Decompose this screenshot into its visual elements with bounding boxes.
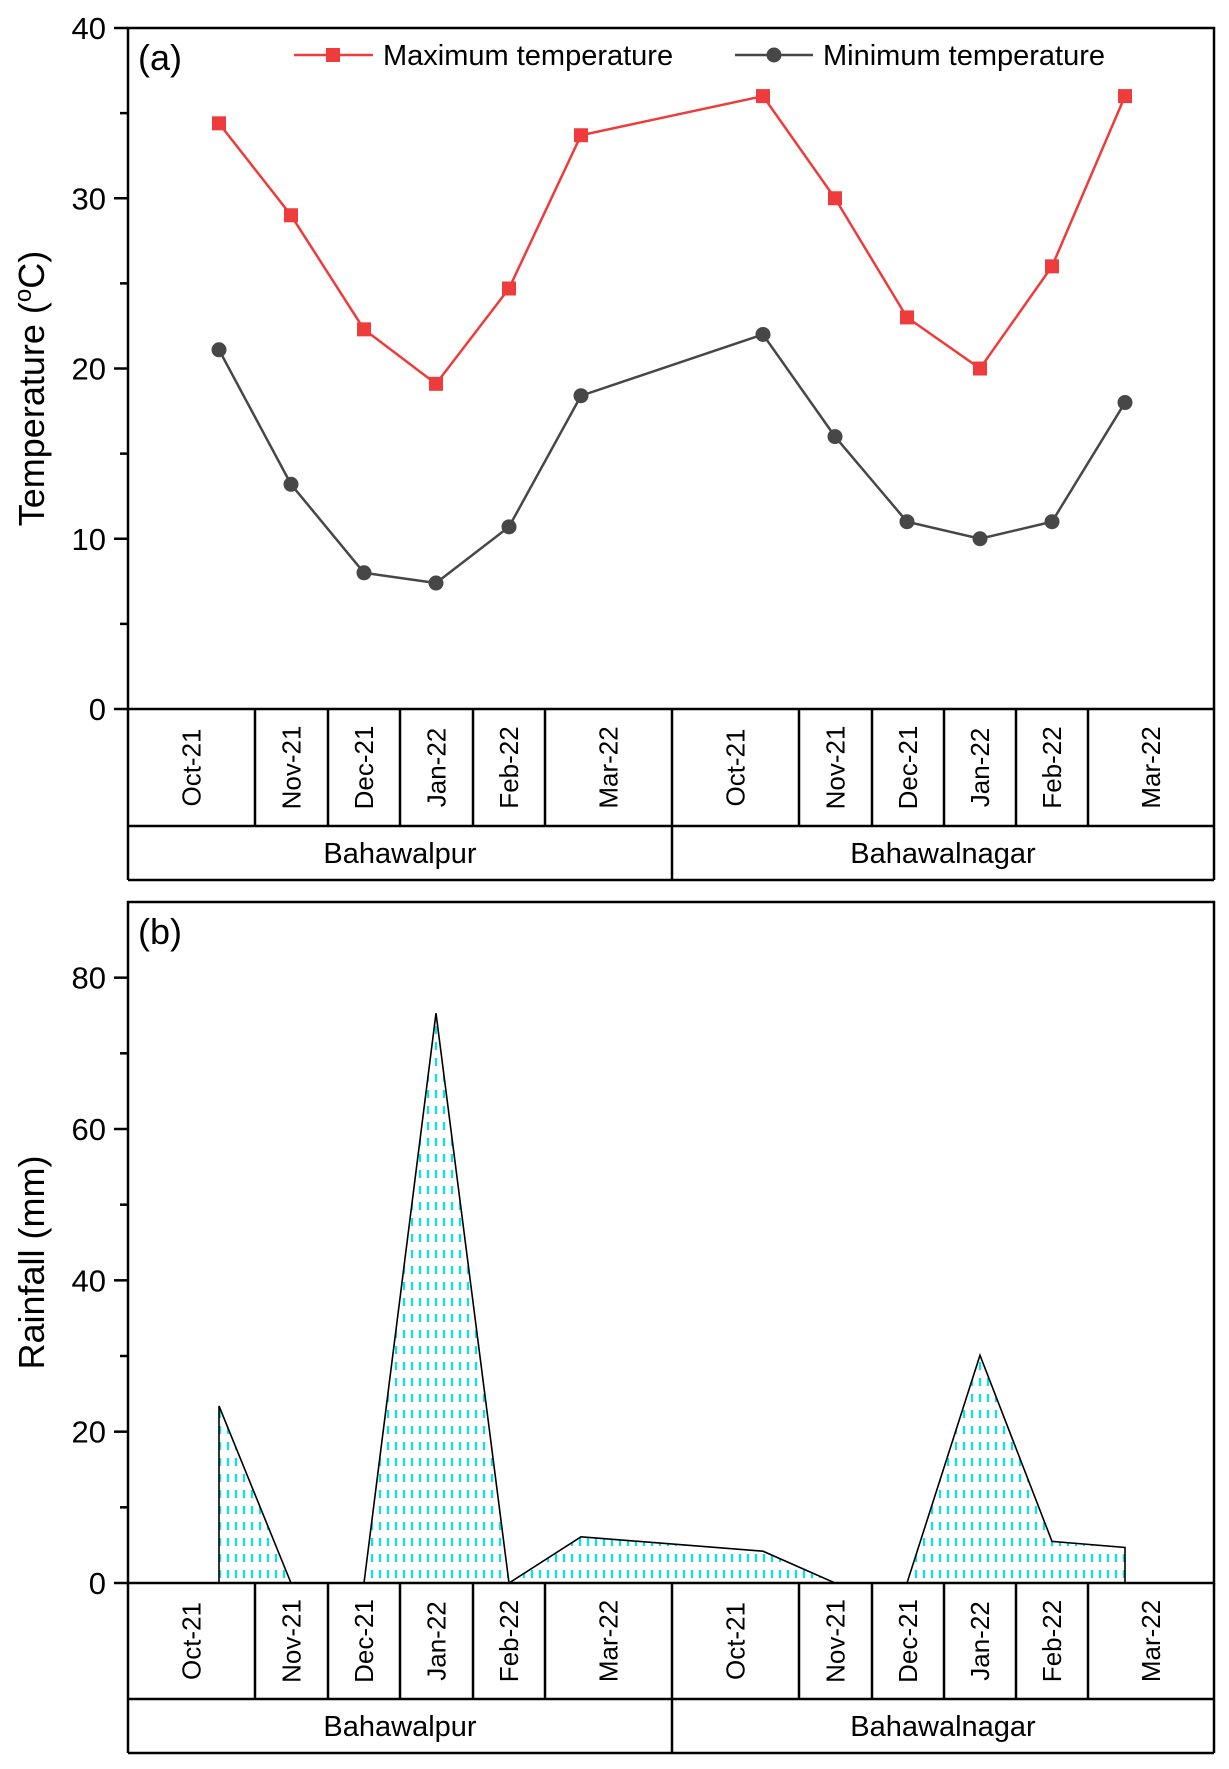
min-temperature-point bbox=[1117, 395, 1133, 411]
x-group-label: Bahawalpur bbox=[323, 838, 476, 870]
y-axis-ticks-a: 0 10 20 30 40 bbox=[72, 11, 128, 727]
plot-frame-a bbox=[126, 26, 1216, 711]
x-category-label: Nov-21 bbox=[277, 1599, 307, 1683]
max-temperature-point bbox=[284, 208, 298, 223]
y-axis-ticks-b: 0 20 40 60 80 bbox=[72, 961, 128, 1601]
min-temperature-point bbox=[1044, 514, 1060, 530]
x-category-label: Jan-22 bbox=[422, 1601, 452, 1681]
legend-circle-marker-icon bbox=[766, 47, 782, 63]
x-category-label: Dec-21 bbox=[349, 726, 379, 810]
x-category-label: Jan-22 bbox=[965, 1601, 995, 1681]
min-temperature-point bbox=[972, 531, 988, 547]
max-temperature-point bbox=[756, 89, 770, 104]
x-group-label: Bahawalnagar bbox=[850, 1711, 1036, 1743]
panel-a-temperature: (a) Temperature (oC) 0 10 20 30 40 Oct-21 Nov… bbox=[10, 11, 1216, 882]
y-tick-label: 40 bbox=[72, 11, 106, 46]
x-group-label: Bahawalpur bbox=[323, 1711, 476, 1743]
legend-square-marker-icon bbox=[326, 48, 340, 62]
min-temperature-point bbox=[827, 429, 843, 445]
y-tick-label: 30 bbox=[72, 181, 106, 216]
x-category-label: Oct-21 bbox=[177, 728, 207, 806]
max-temperature-point bbox=[973, 361, 987, 376]
y-tick-label: 20 bbox=[72, 1415, 106, 1450]
x-category-label: Nov-21 bbox=[277, 726, 307, 810]
x-category-label: Nov-21 bbox=[821, 726, 851, 810]
panel-label-b: (b) bbox=[138, 911, 182, 952]
legend: Maximum temperature Minimum temperature bbox=[294, 40, 1105, 72]
max-temperature-point bbox=[574, 128, 588, 143]
y-tick-label: 10 bbox=[72, 522, 106, 557]
x-category-label: Dec-21 bbox=[349, 1599, 379, 1683]
x-category-label: Dec-21 bbox=[893, 726, 923, 810]
y-tick-label: 0 bbox=[89, 692, 106, 727]
x-category-label: Oct-21 bbox=[721, 1602, 751, 1680]
max-temperature-point bbox=[1045, 259, 1059, 274]
min-temperature-point bbox=[356, 565, 372, 581]
x-category-label: Nov-21 bbox=[821, 1599, 851, 1683]
min-temperature-point bbox=[755, 326, 771, 342]
x-category-label: Mar-22 bbox=[1136, 726, 1166, 808]
legend-label-minimum-temperature: Minimum temperature bbox=[823, 40, 1105, 72]
x-category-label: Oct-21 bbox=[721, 728, 751, 806]
x-category-label: Feb-22 bbox=[1037, 1600, 1067, 1682]
max-temperature-point bbox=[212, 116, 226, 131]
max-temperature-point bbox=[1118, 89, 1132, 104]
panel-label-a: (a) bbox=[138, 37, 182, 78]
y-tick-label: 20 bbox=[72, 352, 106, 387]
min-temperature-point bbox=[283, 476, 299, 492]
x-group-label: Bahawalnagar bbox=[850, 838, 1036, 870]
x-category-label: Oct-21 bbox=[177, 1602, 207, 1680]
y-axis-title-unit: C) bbox=[11, 251, 52, 289]
rainfall-area-fill bbox=[219, 1013, 1125, 1583]
y-axis-title-rainfall: Rainfall (mm) bbox=[11, 1155, 52, 1369]
series-layer-a bbox=[211, 89, 1133, 591]
y-tick-label: 40 bbox=[72, 1263, 106, 1298]
x-category-label: Feb-22 bbox=[494, 1600, 524, 1682]
x-axis-table-a: Oct-21 Nov-21 Dec-21 Jan-22 Feb-22 Mar-22 Baha… bbox=[126, 709, 1216, 882]
max-temperature-line bbox=[218, 94, 1127, 386]
x-category-label: Feb-22 bbox=[1037, 726, 1067, 808]
min-temperature-point bbox=[501, 519, 517, 535]
max-temperature-point bbox=[828, 191, 842, 206]
y-tick-label: 80 bbox=[72, 961, 106, 996]
max-temperature-point bbox=[900, 310, 914, 325]
x-category-label: Mar-22 bbox=[1136, 1600, 1166, 1682]
y-axis-title-temperature: Temperature (oC) bbox=[10, 251, 53, 526]
y-tick-label: 60 bbox=[72, 1112, 106, 1147]
series-layer-b bbox=[218, 1013, 1126, 1585]
min-temperature-point bbox=[573, 388, 589, 404]
panel-b-rainfall: (b) Rainfall (mm) 0 20 40 60 80 Oct-21 Nov-21… bbox=[11, 900, 1216, 1755]
x-axis-table-b: Oct-21 Nov-21 Dec-21 Jan-22 Feb-22 Mar-22 Baha… bbox=[126, 1583, 1216, 1755]
min-temperature-point bbox=[211, 342, 227, 358]
min-temperature-point bbox=[899, 514, 915, 530]
max-temperature-point bbox=[357, 322, 371, 337]
plot-frame-b bbox=[126, 900, 1216, 1585]
x-category-label: Dec-21 bbox=[893, 1599, 923, 1683]
x-category-label: Mar-22 bbox=[594, 1600, 624, 1682]
y-axis-title-degree-sup: o bbox=[10, 289, 37, 302]
y-axis-title-main: Temperature ( bbox=[11, 302, 52, 526]
y-tick-label: 0 bbox=[89, 1566, 106, 1601]
x-category-label: Mar-22 bbox=[594, 726, 624, 808]
max-temperature-point bbox=[502, 281, 516, 296]
x-category-label: Feb-22 bbox=[494, 726, 524, 808]
x-category-label: Jan-22 bbox=[422, 728, 452, 808]
min-temperature-point bbox=[428, 575, 444, 591]
min-temperature-line bbox=[217, 332, 1127, 585]
x-category-label: Jan-22 bbox=[965, 728, 995, 808]
legend-label-maximum-temperature: Maximum temperature bbox=[383, 40, 673, 72]
max-temperature-point bbox=[429, 376, 443, 391]
